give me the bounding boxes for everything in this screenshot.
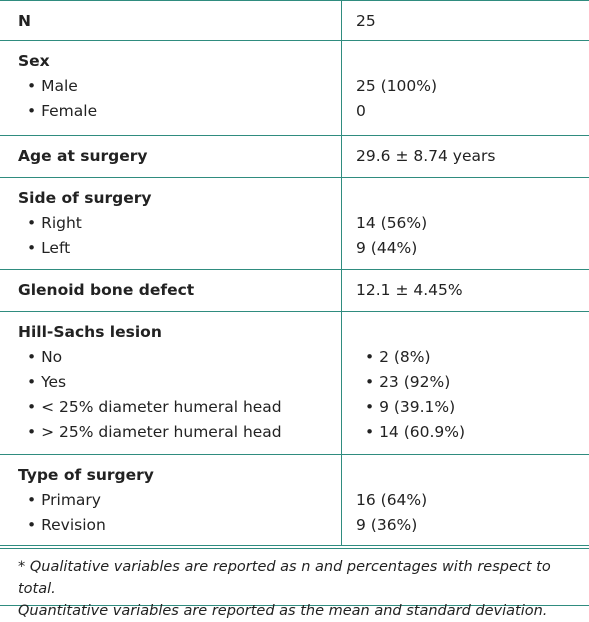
- table-row-n: N 25: [0, 0, 589, 41]
- sub-item-label: • Primary: [27, 491, 101, 509]
- sub-item-value: • 2 (8%): [365, 348, 431, 366]
- sub-item-label: • Left: [27, 239, 71, 257]
- sub-item-value: 14 (56%): [356, 214, 428, 232]
- table-row-sex: Sex • Male • Female 25 (100%) 0: [0, 41, 589, 136]
- footnote-line-1: * Qualitative variables are reported as …: [18, 559, 551, 597]
- row-label: Type of surgery: [18, 466, 154, 484]
- demographics-table: N 25 Sex • Male • Female 25 (100%) 0 Age…: [0, 0, 589, 546]
- sub-item-value: 9 (36%): [356, 516, 418, 534]
- footnote-line-2: Quantitative variables are reported as t…: [18, 603, 548, 619]
- sub-item-value: 16 (64%): [356, 491, 428, 509]
- sub-item-label: • > 25% diameter humeral head: [27, 423, 282, 441]
- row-value: 12.1 ± 4.45%: [356, 281, 463, 299]
- row-value: 29.6 ± 8.74 years: [356, 147, 496, 165]
- row-label: Age at surgery: [18, 147, 148, 165]
- row-label: N: [18, 12, 31, 30]
- sub-item-value: • 14 (60.9%): [365, 423, 466, 441]
- sub-item-label: • < 25% diameter humeral head: [27, 398, 282, 416]
- sub-item-label: • Yes: [27, 373, 67, 391]
- row-label: Glenoid bone defect: [18, 281, 195, 299]
- sub-item-value: 0: [356, 102, 366, 120]
- row-value: 25: [356, 12, 376, 30]
- sub-item-value: • 9 (39.1%): [365, 398, 456, 416]
- row-label: Sex: [18, 52, 50, 70]
- sub-item-value: 25 (100%): [356, 77, 438, 95]
- sub-item-value: 9 (44%): [356, 239, 418, 257]
- row-label: Side of surgery: [18, 189, 152, 207]
- table-row-glenoid: Glenoid bone defect 12.1 ± 4.45%: [0, 270, 589, 312]
- sub-item-label: • Revision: [27, 516, 106, 534]
- sub-item-label: • Right: [27, 214, 82, 232]
- table-row-type: Type of surgery • Primary • Revision 16 …: [0, 455, 589, 546]
- sub-item-label: • Male: [27, 77, 78, 95]
- row-label: Hill-Sachs lesion: [18, 323, 162, 341]
- sub-item-label: • Female: [27, 102, 98, 120]
- table-row-hill-sachs: Hill-Sachs lesion • No • Yes • < 25% dia…: [0, 312, 589, 455]
- sub-item-value: • 23 (92%): [365, 373, 451, 391]
- table-footnote: * Qualitative variables are reported as …: [0, 548, 589, 619]
- sub-item-label: • No: [27, 348, 63, 366]
- table-row-age: Age at surgery 29.6 ± 8.74 years: [0, 136, 589, 178]
- table-row-side: Side of surgery • Right • Left 14 (56%) …: [0, 178, 589, 270]
